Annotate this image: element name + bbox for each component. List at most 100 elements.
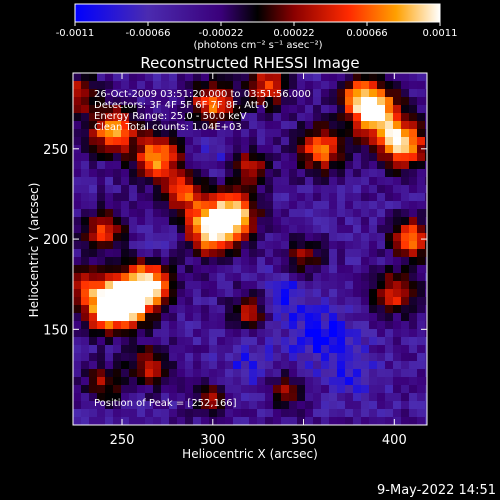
heatmap-cell (289, 273, 298, 282)
heatmap-cell (281, 257, 290, 266)
heatmap-cell (265, 321, 274, 330)
heatmap-cell (145, 185, 154, 194)
heatmap-cell (249, 281, 258, 290)
heatmap-cell (257, 105, 266, 114)
heatmap-cell (193, 137, 202, 146)
heatmap-cell (345, 233, 354, 242)
heatmap-cell (177, 169, 186, 178)
heatmap-cell (209, 97, 218, 106)
heatmap-cell (73, 353, 82, 362)
heatmap-cell (201, 273, 210, 282)
heatmap-cell (337, 217, 346, 226)
heatmap-cell (169, 225, 178, 234)
heatmap-cell (169, 353, 178, 362)
heatmap-cell (297, 137, 306, 146)
heatmap-cell (345, 129, 354, 138)
heatmap-cell (377, 145, 386, 154)
heatmap-cell (81, 257, 90, 266)
heatmap-cell (113, 297, 122, 306)
heatmap-cell (329, 241, 338, 250)
heatmap-cell (353, 81, 362, 90)
heatmap-cell (425, 401, 427, 410)
heatmap-cell (209, 409, 218, 418)
heatmap-cell (89, 361, 98, 370)
heatmap-cell (345, 265, 354, 274)
heatmap-cell (153, 145, 162, 154)
heatmap-cell (289, 233, 298, 242)
heatmap-cell (129, 201, 138, 210)
heatmap-cell (281, 313, 290, 322)
heatmap-cell (385, 377, 394, 386)
heatmap-cell (121, 401, 130, 410)
heatmap-cell (113, 257, 122, 266)
heatmap-cell (241, 73, 250, 82)
heatmap-cell (257, 129, 266, 138)
heatmap-cell (233, 329, 242, 338)
heatmap-cell (217, 305, 226, 314)
heatmap-cell (73, 361, 82, 370)
heatmap-cell (401, 257, 410, 266)
heatmap-cell (89, 89, 98, 98)
heatmap-cell (89, 313, 98, 322)
heatmap-cell (249, 321, 258, 330)
heatmap-cell (113, 201, 122, 210)
heatmap-cell (321, 337, 330, 346)
heatmap-cell (225, 121, 234, 130)
heatmap-cell (305, 345, 314, 354)
heatmap-cell (313, 113, 322, 122)
heatmap-cell (169, 313, 178, 322)
heatmap-cell (289, 129, 298, 138)
heatmap-cell (169, 329, 178, 338)
heatmap-cell (361, 321, 370, 330)
heatmap-cell (249, 153, 258, 162)
heatmap-cell (313, 217, 322, 226)
heatmap-cell (161, 281, 170, 290)
heatmap-cell (345, 369, 354, 378)
heatmap-cell (313, 297, 322, 306)
heatmap-cell (401, 129, 410, 138)
heatmap-cell (225, 273, 234, 282)
heatmap-cell (425, 177, 427, 186)
heatmap-cell (385, 401, 394, 410)
heatmap-cell (425, 369, 427, 378)
heatmap-cell (185, 361, 194, 370)
heatmap-cell (425, 121, 427, 130)
heatmap-cell (321, 369, 330, 378)
heatmap-cell (145, 249, 154, 258)
heatmap-cell (313, 361, 322, 370)
heatmap-cell (417, 305, 426, 314)
heatmap-cell (121, 177, 130, 186)
heatmap-cell (337, 265, 346, 274)
heatmap-cell (217, 105, 226, 114)
heatmap-cell (81, 233, 90, 242)
heatmap-cell (401, 105, 410, 114)
heatmap-cell (233, 137, 242, 146)
heatmap-cell (425, 161, 427, 170)
heatmap-cell (153, 385, 162, 394)
heatmap-cell (409, 353, 418, 362)
heatmap-cell (313, 209, 322, 218)
heatmap-cell (369, 161, 378, 170)
heatmap-cell (97, 153, 106, 162)
heatmap-cell (169, 369, 178, 378)
heatmap-cell (337, 201, 346, 210)
heatmap-cell (297, 353, 306, 362)
heatmap-cell (217, 249, 226, 258)
heatmap-cell (137, 321, 146, 330)
heatmap-cell (313, 185, 322, 194)
heatmap-cell (209, 217, 218, 226)
heatmap-cell (329, 137, 338, 146)
heatmap-cell (225, 161, 234, 170)
heatmap-cell (105, 385, 114, 394)
heatmap-cell (145, 241, 154, 250)
heatmap-cell (265, 409, 274, 418)
heatmap-cell (377, 329, 386, 338)
heatmap-cell (409, 225, 418, 234)
heatmap-cell (217, 345, 226, 354)
heatmap-cell (329, 377, 338, 386)
heatmap-cell (209, 401, 218, 410)
heatmap-cell (329, 257, 338, 266)
heatmap-cell (153, 89, 162, 98)
heatmap-cell (153, 121, 162, 130)
heatmap-cell (121, 257, 130, 266)
